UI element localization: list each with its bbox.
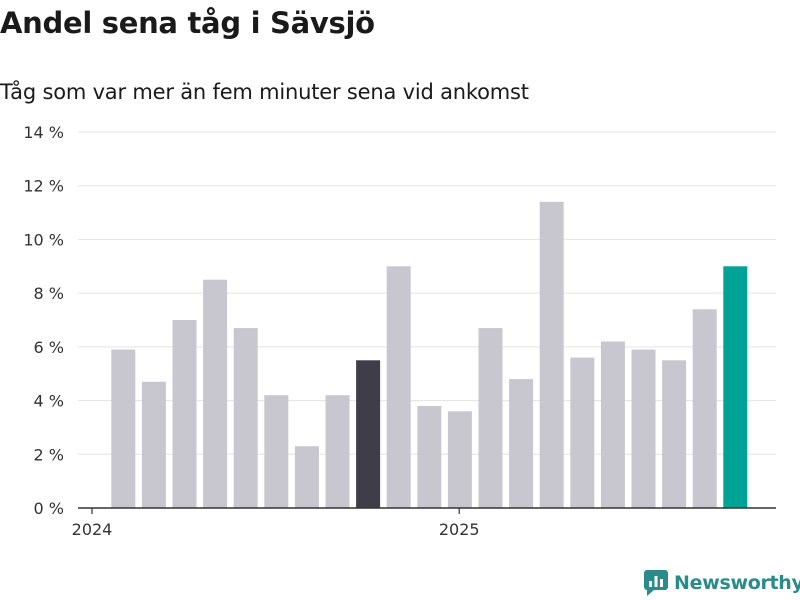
bar-2024-08 (325, 395, 350, 508)
chart-title: Andel sena tåg i Sävsjö (0, 6, 375, 40)
bar-2025-01 (478, 328, 503, 508)
x-tick-label: 2024 (72, 520, 113, 539)
bar-2024-06 (264, 395, 289, 508)
bar-2025-06 (631, 349, 656, 508)
bar-2025-03 (539, 201, 564, 509)
bar-2025-08 (692, 309, 717, 508)
bar-2024-04 (203, 279, 228, 508)
bar-2025-07 (662, 360, 687, 508)
bar-2024-10 (386, 266, 411, 508)
bar-2025-05 (600, 341, 625, 508)
newsworthy-logo-icon (644, 570, 668, 596)
bar-chart: 0 % 2 % 4 % 6 % 8 % 10 % 12 % 14 % 2024 2025 (23, 123, 776, 539)
bar-2024-12 (447, 411, 472, 508)
y-tick-label: 6 % (34, 338, 64, 357)
y-tick-label: 2 % (34, 445, 64, 464)
bar-2024-05 (233, 328, 258, 508)
bar-2024-03 (172, 320, 197, 508)
bar-2024-01 (111, 349, 136, 508)
bar-2024-11 (417, 405, 442, 508)
y-tick-label: 12 % (23, 177, 64, 196)
bar-2024-02 (141, 381, 166, 508)
brand-name: Newsworthy (674, 572, 800, 594)
bar-2025-02 (509, 379, 534, 508)
brand-logo: Newsworthy (644, 568, 800, 598)
bar-2024-09 (356, 360, 381, 508)
y-tick-label: 0 % (34, 499, 64, 518)
y-tick-label: 14 % (23, 123, 64, 142)
bar-2025-04 (570, 357, 595, 508)
y-tick-label: 4 % (34, 392, 64, 411)
bar-2024-07 (294, 446, 319, 508)
chart-subtitle: Tåg som var mer än fem minuter sena vid … (0, 80, 529, 104)
y-tick-label: 10 % (23, 230, 64, 249)
x-tick-label: 2025 (439, 520, 480, 539)
bar-2025-09 (723, 266, 748, 508)
y-tick-label: 8 % (34, 284, 64, 303)
